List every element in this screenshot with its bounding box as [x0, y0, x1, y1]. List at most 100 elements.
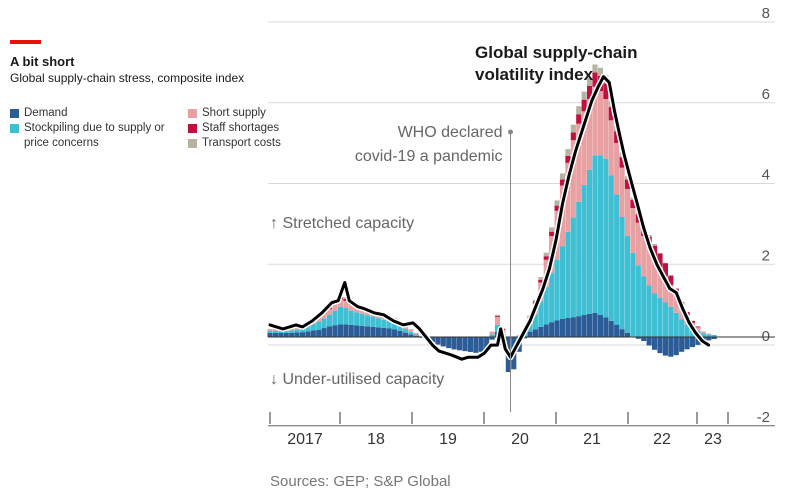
bar-segment: [354, 325, 360, 337]
bar-segment: [267, 332, 273, 337]
chart-title: A bit short: [10, 54, 75, 69]
bar-segment: [657, 337, 663, 354]
bar-segment: [695, 327, 701, 332]
bar-segment: [489, 334, 495, 337]
bar-segment: [635, 337, 641, 339]
bar-segment: [316, 317, 322, 322]
bar-segment: [473, 337, 479, 353]
bar-segment: [522, 337, 528, 339]
bar-segment: [662, 275, 668, 303]
bar-segment: [624, 188, 631, 237]
bar-segment: [630, 199, 636, 209]
bar-segment: [695, 326, 701, 328]
bar-segment: [299, 332, 306, 337]
bar-segment: [332, 325, 338, 337]
bar-segment: [289, 332, 295, 337]
bar-segment: [272, 328, 278, 331]
legend-swatch: [188, 109, 197, 118]
bar-segment: [706, 334, 712, 337]
bar-segment: [337, 298, 343, 307]
bar-segment: [446, 337, 452, 349]
bar-segment: [657, 253, 663, 268]
bar-segment: [576, 114, 582, 124]
bar-segment: [484, 337, 490, 350]
bar-segment: [435, 337, 441, 345]
bar-segment: [451, 337, 457, 350]
legend-item: Demand: [10, 106, 180, 121]
bar-segment: [657, 297, 663, 337]
bar-segment: [592, 312, 598, 337]
bar-segment: [305, 331, 311, 337]
bar-segment: [581, 91, 587, 100]
bar-segment: [652, 258, 658, 294]
bar-segment: [348, 324, 354, 337]
y-tick-label: 2: [762, 247, 770, 264]
bar-segment: [543, 256, 549, 260]
bar-segment: [684, 324, 690, 337]
who-annotation: WHO declared: [398, 124, 503, 141]
bar-segment: [543, 324, 549, 337]
bar-segment: [668, 275, 674, 285]
bar-segment: [565, 231, 571, 318]
bar-segment: [608, 320, 614, 337]
bar-segment: [343, 324, 349, 337]
bar-segment: [565, 317, 571, 337]
bar-segment: [549, 273, 555, 323]
bar-segment: [614, 142, 620, 195]
bar-segment: [603, 83, 609, 100]
x-tick-label: 19: [439, 431, 457, 448]
bar-segment: [429, 337, 436, 343]
bar-segment: [668, 306, 674, 337]
bar-segment: [603, 317, 609, 337]
bar-segment: [408, 329, 414, 330]
legend-swatch: [10, 109, 19, 118]
bar-segment: [489, 337, 495, 340]
bar-segment: [673, 312, 679, 337]
bar-segment: [587, 86, 593, 100]
bar-segment: [348, 304, 354, 311]
bar-segment: [662, 302, 668, 337]
legend-label: Demand: [24, 107, 68, 119]
bar-segment: [457, 337, 463, 351]
bar-segment: [619, 329, 625, 337]
bar-segment: [673, 295, 679, 313]
bar-segment: [494, 316, 501, 325]
bar-segment: [662, 263, 668, 276]
bar-segment: [570, 140, 576, 218]
bar-segment: [630, 208, 636, 253]
x-tick-label: 23: [704, 431, 722, 448]
bar-segment: [587, 99, 593, 170]
bar-segment: [700, 333, 706, 337]
legend-left: Demand Stockpiling due to supply or price…: [10, 106, 180, 151]
bar-segment: [386, 321, 392, 329]
bar-segment: [603, 158, 609, 318]
legend-swatch: [10, 124, 19, 133]
bar-segment: [494, 314, 501, 316]
bar-segment: [494, 315, 501, 317]
bar-segment: [310, 330, 316, 337]
bar-segment: [408, 334, 414, 337]
bar-segment: [392, 329, 398, 337]
bar-segment: [646, 247, 652, 286]
bar-segment: [559, 318, 566, 337]
bar-segment: [478, 337, 484, 352]
bar-segment: [587, 169, 593, 314]
bar-segment: [635, 222, 641, 266]
bar-segment: [614, 194, 620, 325]
bar-segment: [467, 337, 473, 352]
bar-segment: [402, 326, 408, 330]
bar-segment: [402, 332, 408, 337]
bar-segment: [689, 337, 696, 348]
bar-segment: [581, 111, 587, 185]
bar-segment: [711, 337, 717, 340]
bar-segment: [327, 309, 333, 315]
x-tick-label: 18: [367, 431, 385, 448]
bar-segment: [370, 316, 376, 327]
x-tick-label: 22: [653, 431, 671, 448]
source-note: Sources: GEP; S&P Global: [270, 473, 451, 490]
bar-segment: [597, 91, 603, 156]
legend-item: Transport costs: [188, 136, 288, 151]
bar-segment: [294, 327, 300, 330]
index-line: [268, 75, 711, 361]
